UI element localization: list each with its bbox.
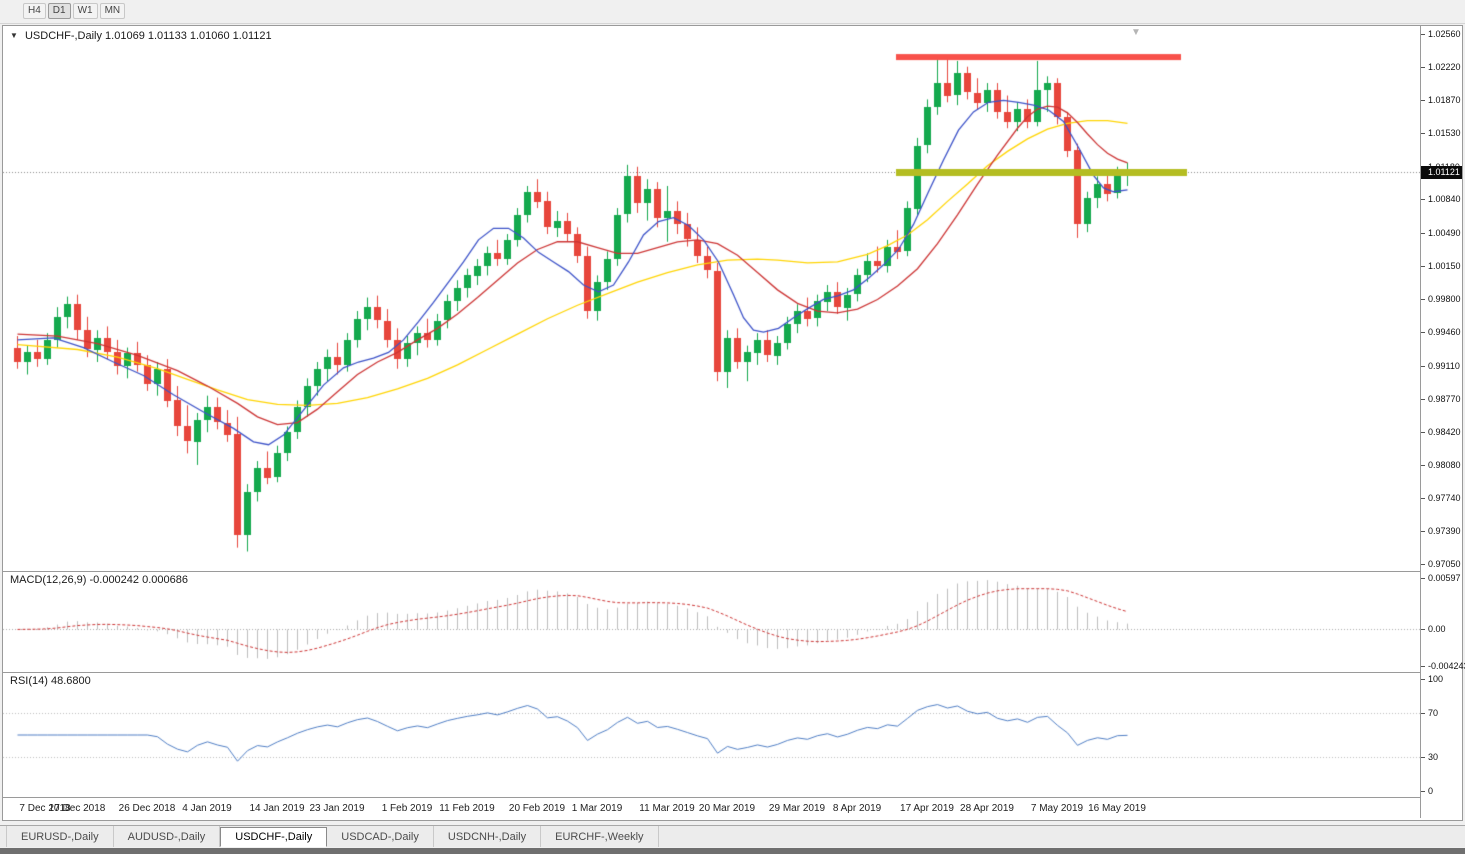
- chart-symbol-period: USDCHF-,Daily: [24, 30, 102, 42]
- date-axis-label: 20 Mar 2019: [698, 803, 756, 814]
- panel-separator[interactable]: [3, 672, 1462, 673]
- chart-tab-eurusd-daily[interactable]: EURUSD-,Daily: [6, 826, 114, 847]
- price-axis-label: 0.98080: [1421, 460, 1461, 471]
- date-axis-label: 1 Feb 2019: [381, 803, 433, 814]
- panel-separator: [3, 797, 1462, 798]
- rsi-axis-label: 0: [1421, 786, 1433, 797]
- chart-tab-eurchf-weekly[interactable]: EURCHF-,Weekly: [541, 826, 659, 847]
- autoscroll-marker-icon: ▼: [1131, 27, 1141, 38]
- chart-menu-icon[interactable]: ▼: [10, 31, 18, 40]
- rsi-panel-canvas[interactable]: [3, 673, 1420, 797]
- price-axis-label: 0.97740: [1421, 493, 1461, 504]
- chart-title: ▼ USDCHF-,Daily 1.01069 1.01133 1.01060 …: [10, 30, 272, 42]
- rsi-axis-label: 70: [1421, 708, 1438, 719]
- date-axis-label: 7 May 2019: [1030, 803, 1084, 814]
- date-axis-label: 28 Apr 2019: [960, 803, 1014, 814]
- date-axis-label: 23 Jan 2019: [309, 803, 365, 814]
- chart-ohlc-values: 1.01069 1.01133 1.01060 1.01121: [105, 30, 272, 42]
- price-axis-label: 1.00150: [1421, 261, 1461, 272]
- date-axis-label: 16 May 2019: [1088, 803, 1146, 814]
- timeframe-button-h4[interactable]: H4: [23, 3, 46, 19]
- macd-panel-canvas[interactable]: [3, 572, 1420, 672]
- chart-tab-usdchf-daily[interactable]: USDCHF-,Daily: [220, 827, 328, 847]
- price-axis-label: 1.01530: [1421, 128, 1461, 139]
- window-bottom-strip: [0, 848, 1465, 854]
- macd-axis-label: -0.004243: [1421, 661, 1465, 672]
- chart-tab-usdcad-daily[interactable]: USDCAD-,Daily: [327, 826, 434, 847]
- date-axis-label: 11 Feb 2019: [439, 803, 495, 814]
- price-axis-label: 0.99110: [1421, 361, 1460, 372]
- date-axis-label: 20 Feb 2019: [508, 803, 566, 814]
- price-axis-label: 0.98770: [1421, 394, 1461, 405]
- price-axis-label: 0.97390: [1421, 526, 1461, 537]
- chart-window: ▼ USDCHF-,Daily 1.01069 1.01133 1.01060 …: [2, 25, 1465, 821]
- price-axis-label: 0.97050: [1421, 559, 1461, 570]
- rsi-value: 48.6800: [50, 675, 91, 687]
- price-chart-canvas[interactable]: [3, 26, 1420, 571]
- date-axis-label: 8 Apr 2019: [832, 803, 882, 814]
- timeframe-button-d1[interactable]: D1: [47, 3, 71, 19]
- date-axis-label: 14 Jan 2019: [249, 803, 305, 814]
- date-axis-label: 4 Jan 2019: [182, 803, 232, 814]
- price-axis-label: 1.00490: [1421, 228, 1461, 239]
- price-axis-label: 0.99460: [1421, 327, 1461, 338]
- price-axis[interactable]: 1.01121 1.025601.022201.018701.015301.01…: [1420, 26, 1465, 818]
- current-price-badge: 1.01121: [1421, 166, 1462, 180]
- date-axis-label: 1 Mar 2019: [571, 803, 623, 814]
- date-axis[interactable]: 7 Dec 2018 17 Dec 2018 26 Dec 2018 4 Jan 20…: [3, 798, 1420, 818]
- price-axis-label: 1.02560: [1421, 29, 1461, 40]
- price-axis-label: 0.99800: [1421, 294, 1461, 305]
- macd-signal-value: 0.000686: [142, 574, 188, 586]
- macd-name: MACD(12,26,9): [10, 574, 87, 586]
- price-axis-label: 1.02220: [1421, 62, 1461, 73]
- chart-tab-usdcnh-daily[interactable]: USDCNH-,Daily: [434, 826, 542, 847]
- date-axis-label: 17 Apr 2019: [900, 803, 954, 814]
- timeframe-buttons-group: H4 D1 W1 MN: [22, 0, 126, 19]
- chart-tab-bar: EURUSD-,Daily AUDUSD-,Daily USDCHF-,Daily U…: [0, 825, 1465, 847]
- macd-label: MACD(12,26,9) -0.000242 0.000686: [10, 574, 188, 586]
- date-axis-label: 7 Dec 2018: [19, 803, 71, 814]
- date-axis-label: 11 Mar 2019: [639, 803, 695, 814]
- date-axis-label: 26 Dec 2018: [118, 803, 176, 814]
- rsi-axis-label: 30: [1421, 752, 1438, 763]
- chart-tab-audusd-daily[interactable]: AUDUSD-,Daily: [114, 826, 221, 847]
- macd-main-value: -0.000242: [89, 574, 140, 586]
- price-axis-label: 1.01870: [1421, 95, 1461, 106]
- timeframe-toolbar: H4 D1 W1 MN: [0, 0, 1465, 24]
- panel-separator[interactable]: [3, 571, 1462, 572]
- rsi-name: RSI(14): [10, 675, 48, 687]
- rsi-axis-label: 100: [1421, 674, 1443, 685]
- price-axis-label: 1.00840: [1421, 194, 1461, 205]
- rsi-label: RSI(14) 48.6800: [10, 675, 91, 687]
- date-axis-label: 29 Mar 2019: [768, 803, 826, 814]
- date-axis-label: 17 Dec 2018: [48, 803, 106, 814]
- macd-axis-label: 0.00: [1421, 624, 1446, 635]
- timeframe-button-w1[interactable]: W1: [72, 3, 98, 19]
- timeframe-button-mn[interactable]: MN: [99, 3, 126, 19]
- macd-axis-label: 0.00597: [1421, 573, 1461, 584]
- price-axis-label: 0.98420: [1421, 427, 1461, 438]
